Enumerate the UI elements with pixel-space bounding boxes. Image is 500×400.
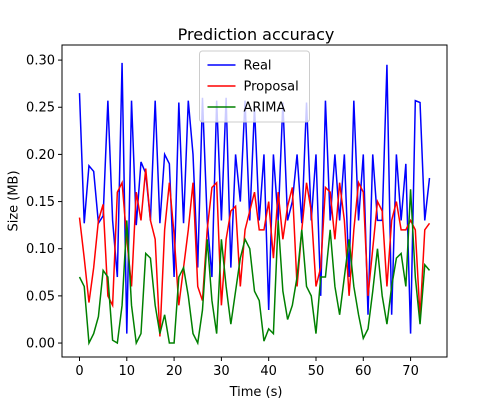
legend-label: Proposal	[244, 80, 299, 95]
legend-box	[199, 50, 310, 123]
x-tick-label: 60	[355, 364, 372, 379]
x-tick-label: 30	[213, 364, 230, 379]
y-tick-label: 0.00	[26, 337, 55, 352]
series-line	[78, 189, 431, 346]
legend-label: ARIMA	[244, 101, 286, 116]
plot-frame	[61, 44, 448, 358]
y-tick-label: 0.25	[26, 101, 55, 116]
x-tick-label: 0	[75, 364, 83, 379]
x-tick-label: 20	[166, 364, 183, 379]
y-tick-label: 0.10	[26, 242, 55, 257]
y-tick-label: 0.20	[26, 148, 55, 163]
x-axis-label: Time (s)	[229, 385, 283, 400]
y-tick-label: 0.15	[26, 195, 55, 210]
x-tick-label: 70	[402, 364, 419, 379]
legend-label: Real	[244, 59, 272, 74]
x-tick-label: 50	[308, 364, 325, 379]
series-line	[78, 168, 431, 337]
x-tick-label: 40	[260, 364, 277, 379]
chart-title: Prediction accuracy	[178, 25, 335, 44]
y-axis-label: Size (MB)	[7, 170, 22, 231]
x-tick-label: 10	[119, 364, 136, 379]
y-tick-label: 0.30	[26, 54, 55, 69]
y-tick-label: 0.05	[26, 289, 55, 304]
